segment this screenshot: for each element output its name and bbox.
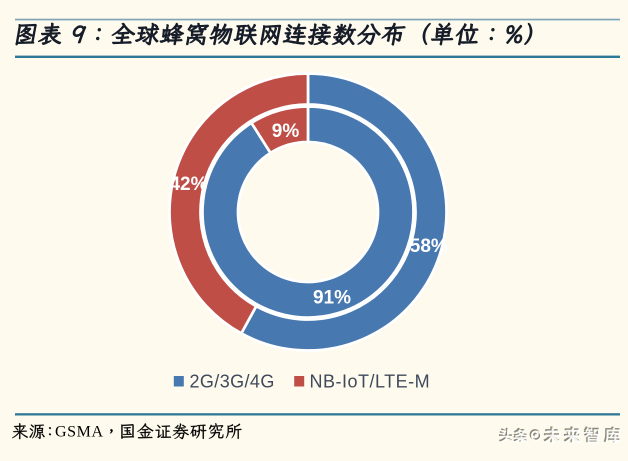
svg-text:58%: 58% xyxy=(410,236,448,257)
svg-text:NB-IoT/LTE-M: NB-IoT/LTE-M xyxy=(310,372,431,392)
svg-text:42%: 42% xyxy=(169,174,207,195)
svg-text:GSMA: GSMA xyxy=(55,424,104,441)
svg-text:91%: 91% xyxy=(313,288,351,309)
svg-text:9%: 9% xyxy=(272,121,300,142)
svg-text:2G/3G/4G: 2G/3G/4G xyxy=(190,372,275,392)
